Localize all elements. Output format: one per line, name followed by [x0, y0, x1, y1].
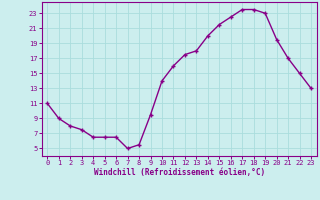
- X-axis label: Windchill (Refroidissement éolien,°C): Windchill (Refroidissement éolien,°C): [94, 168, 265, 177]
